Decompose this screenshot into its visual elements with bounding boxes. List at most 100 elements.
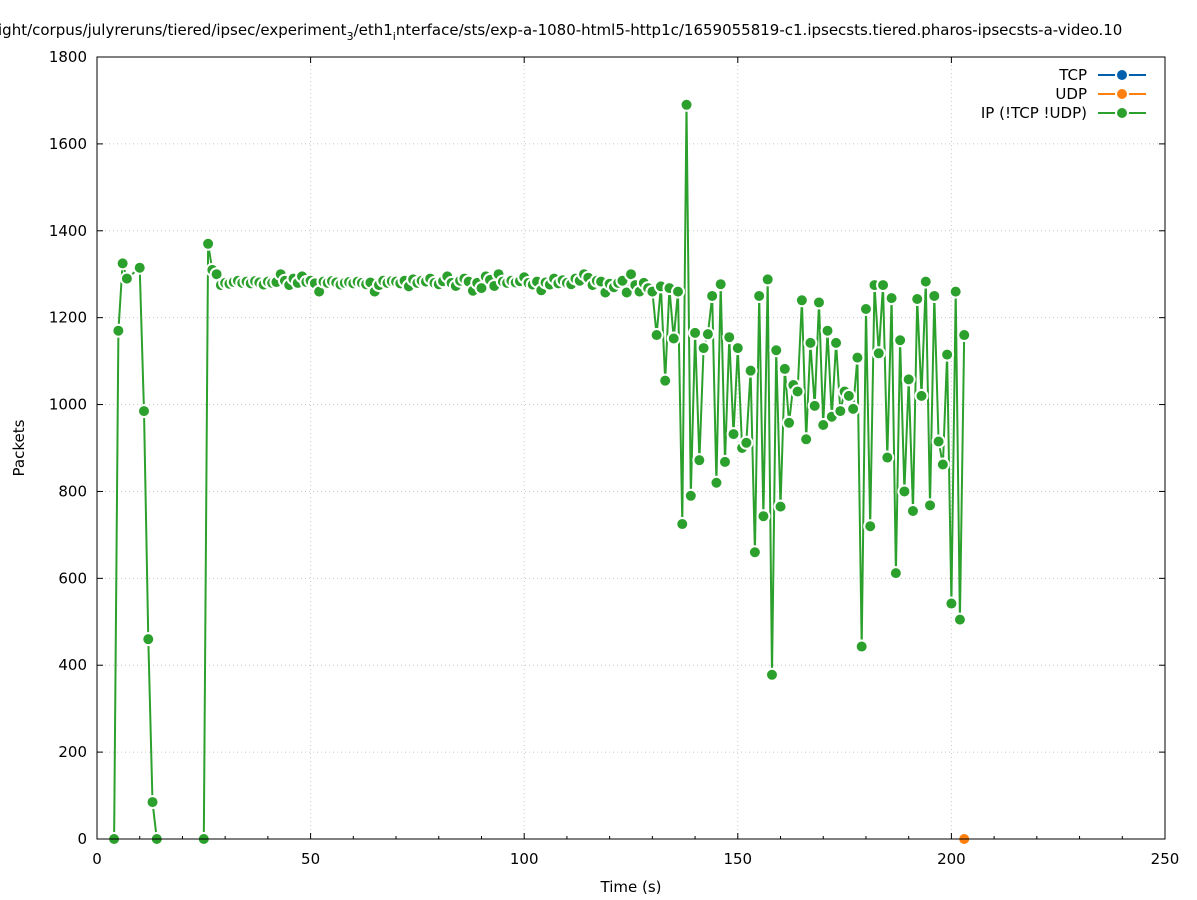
legend-label: UDP	[1055, 85, 1087, 103]
title-subscript: 3	[347, 30, 354, 43]
ip-point	[666, 331, 681, 346]
ip-point	[136, 404, 151, 419]
ip-point	[743, 363, 758, 378]
ip-point	[799, 432, 814, 447]
ip-point	[649, 328, 664, 343]
ip-point	[782, 415, 797, 430]
ip-point	[944, 596, 959, 611]
ip-point	[914, 388, 929, 403]
x-tick-label: 0	[92, 850, 102, 868]
ip-point	[722, 330, 737, 345]
ip-point	[132, 260, 147, 275]
ip-point	[957, 328, 972, 343]
ip-point	[846, 401, 861, 416]
plot-frame	[96, 56, 1166, 840]
title-part: ight/corpus/julyreruns/tiered/ipsec/expe…	[0, 21, 347, 39]
x-tick-label: 150	[723, 850, 752, 868]
ip-point	[730, 341, 745, 356]
legend-marker	[1115, 106, 1129, 120]
ip-point	[863, 519, 878, 534]
ip-point	[893, 333, 908, 348]
ip-point	[773, 499, 788, 514]
ip-point	[756, 509, 771, 524]
ip-point	[115, 256, 130, 271]
legend-label: IP (!TCP !UDP)	[981, 104, 1087, 122]
y-tick-label: 0	[77, 830, 87, 848]
ip-point	[696, 341, 711, 356]
ip-point	[658, 373, 673, 388]
ip-point	[700, 327, 715, 342]
ip-point	[717, 454, 732, 469]
y-tick-label: 600	[58, 569, 87, 587]
y-tick-label: 1000	[49, 396, 87, 414]
y-tick-label: 800	[58, 482, 87, 500]
ip-point	[854, 639, 869, 654]
ip-point	[764, 667, 779, 682]
y-tick-label: 400	[58, 656, 87, 674]
ip-point	[713, 277, 728, 292]
ip-point	[871, 346, 886, 361]
x-tick-label: 200	[937, 850, 966, 868]
ip-point	[918, 274, 933, 289]
ip-point	[948, 284, 963, 299]
ip-point	[829, 335, 844, 350]
ip-point	[670, 284, 685, 299]
ip-point	[688, 325, 703, 340]
x-tick-label: 50	[301, 850, 320, 868]
title-part: /eth1	[354, 21, 393, 39]
ip-point	[705, 288, 720, 303]
ip-point	[760, 272, 775, 287]
ip-point	[675, 517, 690, 532]
y-tick-label: 1600	[49, 135, 87, 153]
ip-point	[923, 498, 938, 513]
series-layer	[107, 97, 972, 846]
legend-marker	[1115, 87, 1129, 101]
ip-point	[679, 97, 694, 112]
title-part: nterface/sts/exp-a-1080-html5-http1c/165…	[396, 21, 1123, 39]
ip-point	[794, 293, 809, 308]
axis-ticks: 0 50 100 150 200 250 0 200 400 600 800 1000 1200 1400…	[49, 48, 1180, 868]
ip-point	[935, 457, 950, 472]
ip-point	[141, 632, 156, 647]
ip-point	[910, 291, 925, 306]
ip-point	[901, 372, 916, 387]
legend-label: TCP	[1058, 66, 1087, 84]
legend-marker	[1115, 68, 1129, 82]
ip-point	[952, 612, 967, 627]
y-tick-label: 1800	[49, 48, 87, 66]
ip-point	[927, 288, 942, 303]
ip-point	[807, 398, 822, 413]
ip-point	[777, 361, 792, 376]
ip-point	[747, 545, 762, 560]
ip-point	[683, 488, 698, 503]
ip-point	[692, 453, 707, 468]
ip-point	[739, 435, 754, 450]
ip-point	[841, 388, 856, 403]
title-subscript: i	[393, 30, 396, 43]
ip-point	[833, 404, 848, 419]
ip-series-line	[113, 103, 966, 840]
y-tick-label: 1400	[49, 222, 87, 240]
ip-point	[111, 323, 126, 338]
x-tick-label: 100	[510, 850, 539, 868]
ip-point	[726, 427, 741, 442]
ip-point	[880, 450, 895, 465]
ip-point	[884, 291, 899, 306]
ip-point	[201, 236, 216, 251]
ip-point	[811, 295, 826, 310]
ip-point	[940, 347, 955, 362]
ip-point	[897, 484, 912, 499]
ip-point	[709, 475, 724, 490]
ip-point	[769, 343, 784, 358]
ip-point	[803, 335, 818, 350]
ip-point	[905, 503, 920, 518]
ip-point	[876, 278, 891, 293]
ip-point	[752, 288, 767, 303]
y-tick-label: 200	[58, 743, 87, 761]
ip-point	[888, 566, 903, 581]
grid	[97, 57, 1165, 839]
ip-point	[119, 271, 134, 286]
ip-point	[858, 301, 873, 316]
ip-point	[850, 350, 865, 365]
